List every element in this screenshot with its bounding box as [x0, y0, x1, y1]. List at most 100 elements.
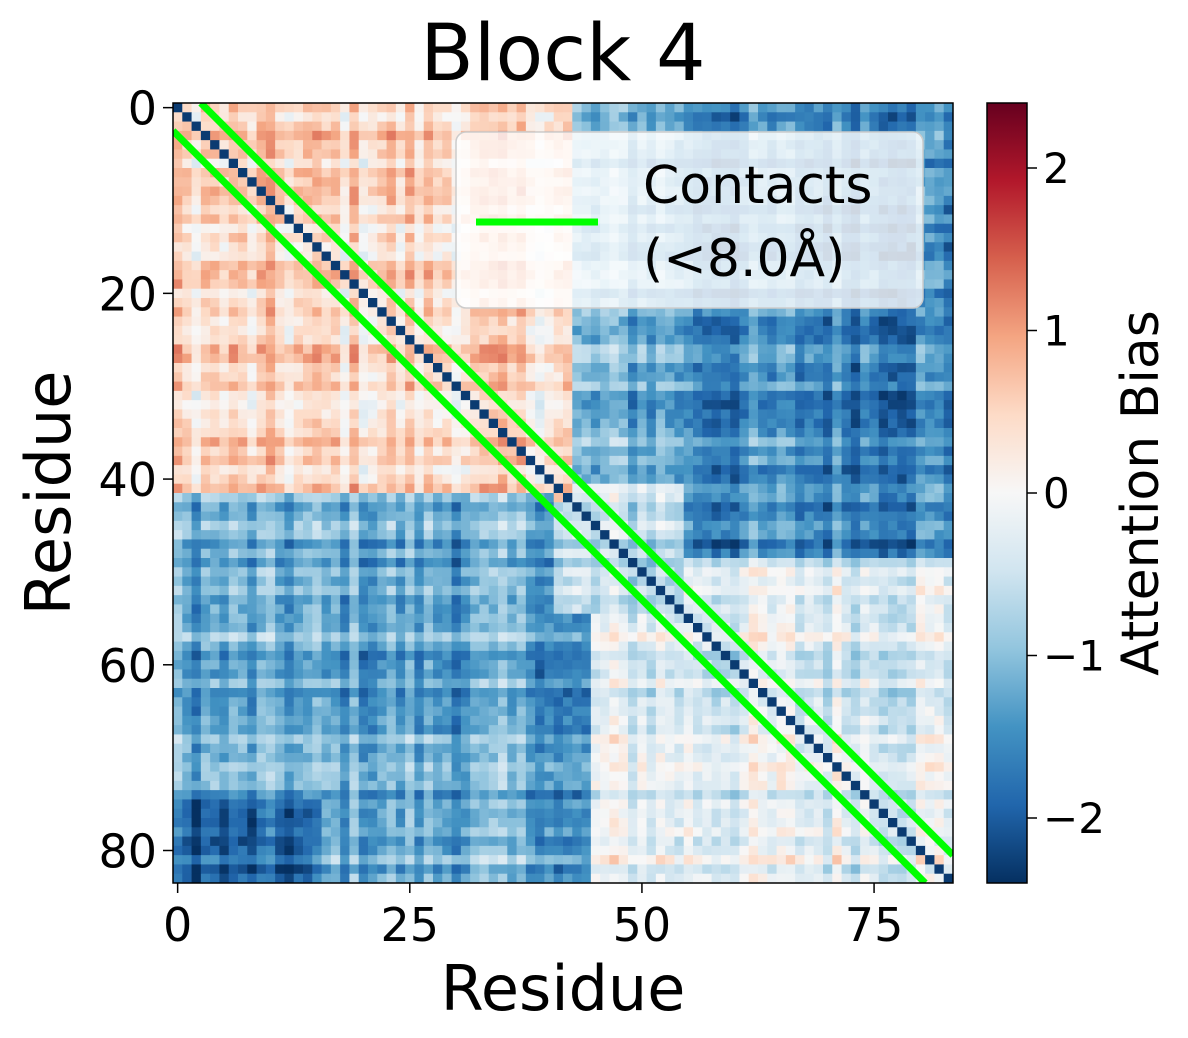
heatmap-cell	[358, 632, 369, 642]
heatmap-cell	[525, 650, 536, 661]
heatmap-cell	[720, 316, 731, 327]
heatmap-cell	[609, 428, 620, 438]
heatmap-cell	[330, 548, 341, 559]
heatmap-cell	[590, 530, 601, 540]
heatmap-cell	[312, 428, 322, 438]
heatmap-cell	[553, 585, 564, 596]
heatmap-cell	[395, 558, 406, 568]
heatmap-cell	[795, 558, 805, 568]
heatmap-cell	[173, 650, 183, 661]
heatmap-cell	[358, 307, 369, 317]
heatmap-cell	[730, 613, 740, 624]
heatmap-cell	[460, 316, 471, 327]
heatmap-cell	[925, 316, 935, 327]
heatmap-cell	[785, 455, 796, 466]
heatmap-cell	[618, 632, 629, 642]
heatmap-cell	[925, 446, 935, 457]
heatmap-cell	[804, 465, 815, 475]
heatmap-cell	[191, 558, 202, 568]
heatmap-cell	[368, 604, 378, 615]
heatmap-cell	[739, 613, 750, 624]
heatmap-cell	[646, 307, 657, 317]
heatmap-cell	[284, 400, 295, 410]
heatmap-cell	[330, 604, 341, 615]
heatmap-cell	[386, 493, 397, 503]
heatmap-cell	[832, 353, 842, 364]
heatmap-cell	[386, 548, 397, 559]
heatmap-cell	[303, 335, 313, 345]
heatmap-cell	[553, 623, 564, 633]
heatmap-cell	[581, 363, 592, 373]
heatmap-cell	[442, 130, 452, 141]
heatmap-cell	[498, 344, 508, 355]
heatmap-cell	[516, 604, 527, 615]
heatmap-cell	[795, 465, 805, 475]
heatmap-cell	[210, 585, 220, 596]
heatmap-cell	[256, 437, 267, 447]
heatmap-cell	[275, 325, 285, 336]
heatmap-cell	[730, 604, 740, 615]
heatmap-cell	[238, 233, 248, 243]
heatmap-cell	[823, 455, 833, 466]
heatmap-cell	[479, 558, 490, 568]
heatmap-cell	[200, 363, 211, 373]
heatmap-cell	[637, 474, 647, 485]
heatmap-cell	[377, 205, 387, 215]
heatmap-cell	[795, 585, 805, 596]
heatmap-cell	[869, 112, 880, 122]
heatmap-cell	[804, 558, 815, 568]
heatmap-cell	[312, 316, 322, 327]
heatmap-cell	[730, 409, 740, 420]
heatmap-cell	[628, 595, 638, 605]
heatmap-cell	[581, 530, 592, 540]
heatmap-cell	[275, 483, 285, 494]
heatmap-cell	[869, 530, 880, 540]
heatmap-cell	[878, 604, 889, 615]
heatmap-cell	[507, 353, 517, 364]
heatmap-cell	[312, 177, 322, 187]
heatmap-cell	[377, 363, 387, 373]
heatmap-cell	[655, 372, 666, 382]
heatmap-cell	[358, 279, 369, 290]
heatmap-cell	[572, 465, 582, 475]
heatmap-cell	[200, 233, 211, 243]
heatmap-cell	[934, 158, 945, 169]
heatmap-cell	[544, 103, 555, 113]
heatmap-cell	[841, 446, 852, 457]
heatmap-cell	[572, 558, 582, 568]
heatmap-cell	[284, 130, 295, 141]
heatmap-cell	[395, 270, 406, 280]
heatmap-cell	[247, 121, 257, 132]
heatmap-cell	[210, 437, 220, 447]
heatmap-cell	[850, 539, 861, 550]
heatmap-cell	[470, 465, 480, 475]
heatmap-cell	[600, 530, 610, 540]
heatmap-cell	[312, 613, 322, 624]
heatmap-cell	[340, 409, 350, 420]
heatmap-cell	[284, 195, 295, 206]
heatmap-cell	[767, 103, 777, 113]
heatmap-cell	[888, 465, 898, 475]
heatmap-cell	[423, 604, 434, 615]
heatmap-cell	[265, 390, 276, 401]
heatmap-cell	[256, 335, 267, 345]
heatmap-cell	[433, 520, 443, 531]
heatmap-cell	[191, 632, 202, 642]
heatmap-cell	[730, 576, 740, 587]
heatmap-cell	[915, 530, 926, 540]
heatmap-cell	[888, 530, 898, 540]
heatmap-cell	[804, 428, 815, 438]
heatmap-cell	[414, 530, 425, 540]
heatmap-cell	[934, 270, 945, 280]
heatmap-cell	[349, 177, 360, 187]
heatmap-cell	[785, 641, 796, 652]
heatmap-cell	[284, 567, 295, 577]
heatmap-cell	[915, 428, 926, 438]
heatmap-cell	[590, 307, 601, 317]
heatmap-cell	[284, 632, 295, 642]
heatmap-cell	[442, 335, 452, 345]
heatmap-cell	[850, 483, 861, 494]
heatmap-cell	[897, 604, 907, 615]
heatmap-cell	[702, 325, 712, 336]
heatmap-cell	[934, 520, 945, 531]
